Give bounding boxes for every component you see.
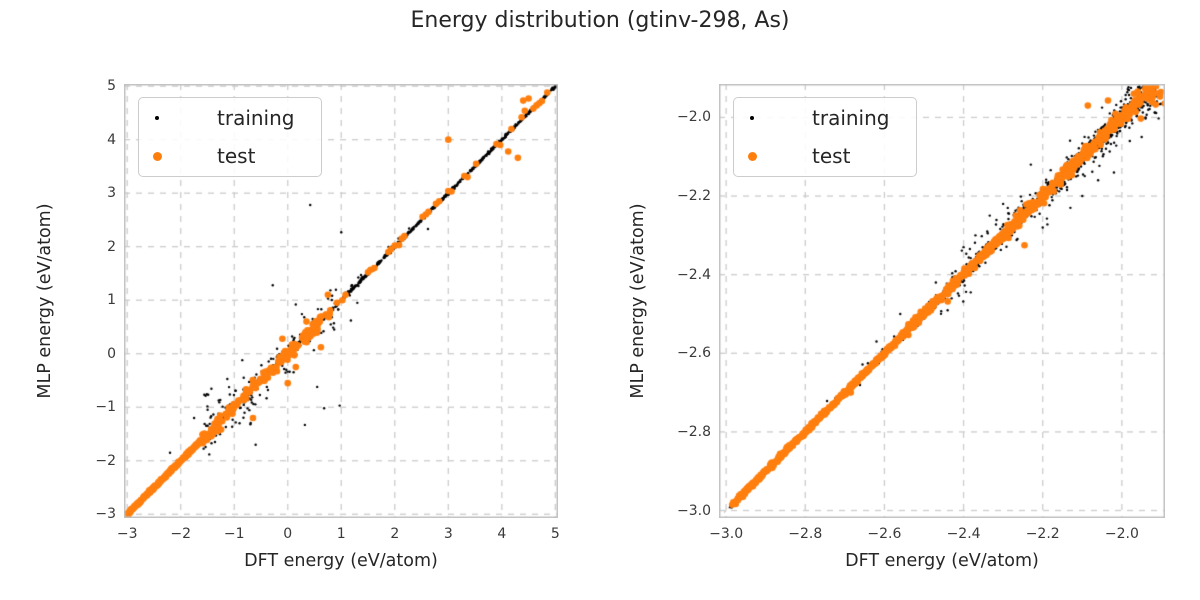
x-tick-label: −3	[116, 526, 138, 542]
x-tick-label: −3.0	[709, 526, 744, 542]
x-tick-label: 4	[497, 526, 507, 542]
x-tick-label: −2	[170, 526, 192, 542]
legend-marker-box	[139, 151, 175, 161]
legend-row-training: training	[139, 99, 321, 137]
y-tick-label: 0	[107, 345, 116, 362]
test-marker-icon	[747, 151, 757, 161]
right-x-axis-label: DFT energy (eV/atom)	[845, 551, 1039, 571]
x-tick-label: 1	[336, 526, 346, 542]
test-marker-icon	[152, 151, 162, 161]
legend-row-test: test	[734, 137, 916, 175]
right-y-axis-label: MLP energy (eV/atom)	[628, 203, 648, 399]
legend-row-test: test	[139, 137, 321, 175]
legend-label-training: training	[217, 106, 295, 130]
x-tick-label: −2.8	[788, 526, 823, 542]
legend-marker-box	[139, 116, 175, 120]
training-marker-icon	[155, 116, 159, 120]
y-tick-label: −2.0	[677, 109, 711, 126]
x-tick-label: 5	[550, 526, 560, 542]
x-tick-label: 2	[390, 526, 400, 542]
legend-label-test: test	[217, 144, 256, 168]
x-tick-label: −2.0	[1104, 526, 1139, 542]
y-tick-label: −3.0	[677, 502, 711, 519]
y-tick-label: −2.6	[677, 345, 711, 362]
x-tick-label: −2.2	[1025, 526, 1060, 542]
x-tick-label: 0	[283, 526, 293, 542]
legend-label-training: training	[812, 106, 890, 130]
left-y-axis-label: MLP energy (eV/atom)	[35, 203, 55, 399]
training-marker-icon	[750, 116, 754, 120]
y-tick-label: −3	[95, 506, 116, 523]
y-tick-label: −2.4	[677, 266, 711, 283]
chart-title: Energy distribution (gtinv-298, As)	[410, 8, 790, 33]
x-tick-label: −2.6	[867, 526, 902, 542]
x-tick-label: −2.4	[946, 526, 981, 542]
left-plot-area: training test	[124, 84, 558, 518]
y-tick-label: −2.2	[677, 188, 711, 205]
x-tick-label: −1	[223, 526, 245, 542]
legend-label-test: test	[812, 144, 851, 168]
left-legend: training test	[138, 97, 322, 177]
left-x-axis-label: DFT energy (eV/atom)	[244, 551, 438, 571]
right-plot-area: training test	[719, 84, 1165, 518]
y-tick-label: 1	[107, 292, 116, 309]
x-tick-label: 3	[443, 526, 453, 542]
y-tick-label: −2	[95, 452, 116, 469]
right-legend: training test	[733, 97, 917, 177]
y-tick-label: 2	[107, 238, 116, 255]
y-tick-label: −2.8	[677, 423, 711, 440]
legend-marker-box	[734, 151, 770, 161]
legend-marker-box	[734, 116, 770, 120]
y-tick-label: 4	[107, 131, 116, 148]
y-tick-label: −1	[95, 399, 116, 416]
y-tick-label: 3	[107, 185, 116, 202]
y-tick-label: 5	[107, 78, 116, 95]
legend-row-training: training	[734, 99, 916, 137]
